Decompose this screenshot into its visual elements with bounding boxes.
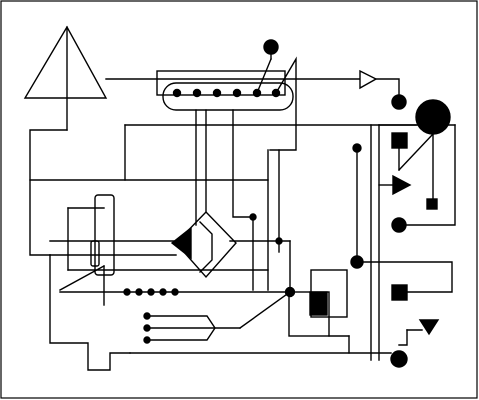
triangle-arrow-down — [418, 319, 440, 336]
rectangular-switch — [49, 194, 131, 371]
large-dot-node — [124, 99, 451, 210]
pickup-rail-with-dots — [156, 39, 297, 151]
top-rail — [105, 69, 407, 110]
fan-in — [143, 291, 291, 344]
square-node — [288, 269, 350, 354]
node-dot-right-b — [391, 217, 407, 233]
node-dot-right-a — [391, 94, 407, 110]
diamond-junction — [170, 109, 237, 279]
node-dot-mid — [352, 143, 362, 153]
bus-dots — [59, 286, 296, 298]
right-bus — [129, 124, 456, 368]
node-dot-top — [263, 39, 279, 55]
output-arrow — [359, 69, 378, 90]
triangle-symbol — [23, 25, 108, 256]
node-dot-bottom — [390, 350, 408, 368]
square-node-small — [426, 198, 438, 210]
square-node-lower — [391, 284, 408, 301]
square-node-upper — [391, 132, 408, 149]
middle-wiring — [29, 109, 291, 293]
triangle-arrow-right — [392, 174, 412, 196]
